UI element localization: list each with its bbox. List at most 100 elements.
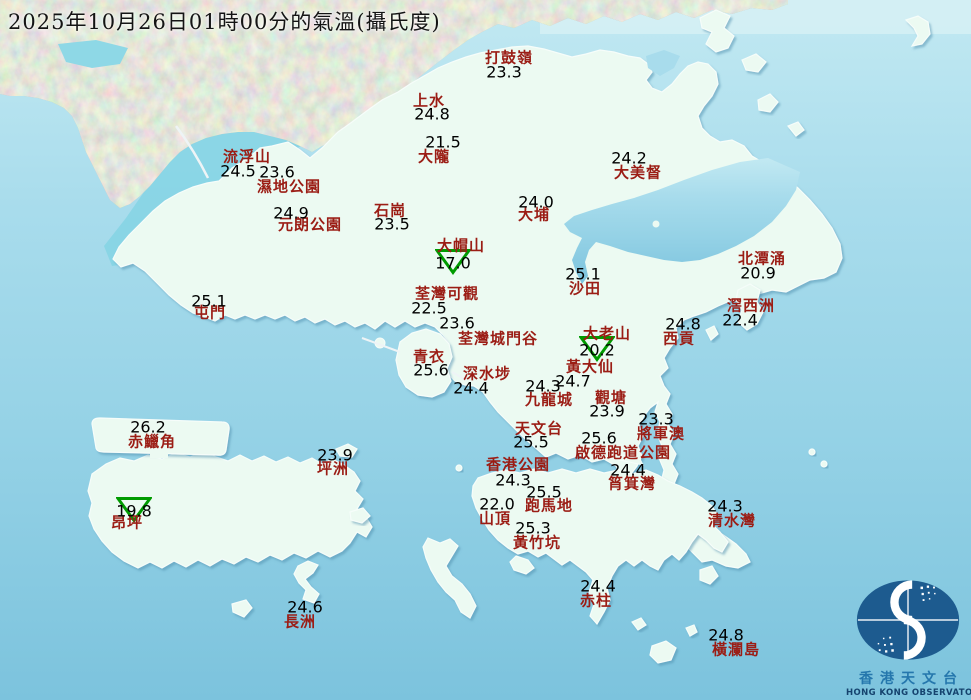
tolo-harbour-islet bbox=[652, 220, 660, 228]
station-temperature: 23.3 bbox=[638, 409, 674, 429]
station-temperature: 23.6 bbox=[439, 313, 475, 333]
station-name: 元朗公園 bbox=[277, 215, 343, 234]
tolo-harbour-water bbox=[564, 158, 800, 284]
station-name: 大隴 bbox=[417, 147, 451, 166]
station-name: 清水灣 bbox=[707, 511, 757, 530]
hko-logo-emblem bbox=[856, 580, 960, 660]
station-temperature: 25.5 bbox=[526, 482, 562, 502]
station-temperature: 24.2 bbox=[611, 148, 647, 168]
sharp-island bbox=[705, 325, 719, 341]
station-name: 啟德跑道公園 bbox=[574, 443, 672, 462]
station-temperature: 25.5 bbox=[513, 432, 549, 452]
station-name: 大美督 bbox=[613, 163, 663, 182]
falling-temperature-marker bbox=[434, 247, 472, 280]
station-name: 沙田 bbox=[568, 279, 602, 298]
starling-inlet-water bbox=[646, 50, 680, 76]
tsing-yi-island bbox=[395, 328, 453, 398]
station-name: 大帽山 bbox=[436, 236, 486, 255]
station-temperature: 24.8 bbox=[665, 314, 701, 334]
hko-logo-chinese-name: 香港天文台 bbox=[859, 671, 964, 687]
station-temperature: 26.2 bbox=[130, 417, 166, 437]
station-temperature: 24.3 bbox=[707, 496, 743, 516]
station-temperature: 24.7 bbox=[555, 371, 591, 391]
station-temperature: 25.6 bbox=[413, 360, 449, 380]
kat-o-island bbox=[699, 9, 735, 53]
station-temperature: 24.9 bbox=[273, 203, 309, 223]
ninepin-islet-b bbox=[820, 460, 828, 468]
station-name: 屯門 bbox=[193, 303, 227, 322]
po-toi-island bbox=[649, 640, 677, 664]
station-name: 大老山 bbox=[582, 324, 632, 343]
falling-temperature-marker bbox=[115, 495, 153, 528]
station-name: 滘西洲 bbox=[726, 296, 776, 315]
hko-logo: 香港天文台 HONG KONG OBSERVATORY bbox=[846, 572, 971, 698]
falling-temperature-marker bbox=[578, 334, 616, 367]
station-name: 赤鱲角 bbox=[127, 432, 177, 451]
station-temperature: 25.1 bbox=[191, 291, 227, 311]
lantau-island bbox=[87, 450, 373, 569]
halftone-dots-lower bbox=[877, 636, 894, 653]
station-name: 大埔 bbox=[517, 205, 551, 224]
shenzhen-bay-bridge bbox=[174, 125, 210, 179]
airport-island bbox=[91, 417, 230, 456]
ap-chau-island bbox=[741, 53, 767, 73]
station-temperature: 25.1 bbox=[565, 264, 601, 284]
station-name: 流浮山 bbox=[222, 147, 272, 166]
peng-chau-island bbox=[335, 443, 358, 458]
station-name: 山頂 bbox=[478, 509, 512, 528]
station-name: 黃竹坑 bbox=[512, 533, 562, 552]
station-temperature: 24.4 bbox=[610, 460, 646, 480]
station-temperature: 22.4 bbox=[722, 310, 758, 330]
outlying-islands bbox=[231, 9, 931, 664]
station-name: 觀塘 bbox=[594, 388, 628, 407]
station-name: 九龍城 bbox=[524, 390, 574, 409]
station-temperature: 22.5 bbox=[411, 298, 447, 318]
ap-lei-chau-island bbox=[509, 555, 535, 575]
station-name: 荃灣城門谷 bbox=[457, 329, 539, 348]
station-temperature: 24.5 bbox=[220, 161, 256, 181]
hei-ling-chau-island bbox=[349, 507, 371, 524]
station-name: 橫瀾島 bbox=[711, 640, 761, 659]
tap-mun-island bbox=[757, 93, 779, 113]
tsing-ma-bridge bbox=[361, 337, 467, 381]
station-name: 打鼓嶺 bbox=[484, 48, 534, 67]
station-name: 坪洲 bbox=[316, 459, 350, 478]
station-temperature: 24.8 bbox=[708, 625, 744, 645]
station-temperature: 23.5 bbox=[374, 214, 410, 234]
station-name: 荃灣可觀 bbox=[414, 284, 480, 303]
station-temperature: 24.4 bbox=[580, 576, 616, 596]
station-temperature: 24.4 bbox=[453, 378, 489, 398]
station-name: 香港公園 bbox=[485, 455, 551, 474]
tung-lung-chau-island bbox=[699, 565, 719, 585]
shenzhen-inner-bay bbox=[58, 40, 128, 68]
mainland-satellite-area bbox=[0, 0, 788, 208]
green-island bbox=[455, 464, 463, 472]
station-temperature: 23.9 bbox=[589, 401, 625, 421]
hong-kong-island bbox=[471, 468, 729, 626]
shek-kwu-chau-island bbox=[231, 599, 253, 618]
airport-isthmus bbox=[150, 448, 168, 458]
kau-sai-chau-island bbox=[735, 283, 764, 331]
mirs-bay-crescent-island bbox=[904, 15, 931, 47]
station-temperature: 25.6 bbox=[581, 428, 617, 448]
station-name: 石崗 bbox=[373, 201, 407, 220]
station-temperature: 24.6 bbox=[287, 597, 323, 617]
lamma-island bbox=[422, 537, 477, 619]
station-name: 跑馬地 bbox=[524, 496, 574, 515]
station-name: 濕地公園 bbox=[256, 177, 322, 196]
station-temperature: 24.3 bbox=[525, 376, 561, 396]
station-temperature: 17.0 bbox=[435, 253, 471, 273]
station-temperature: 23.9 bbox=[317, 445, 353, 465]
cheung-chau-island bbox=[293, 560, 320, 604]
hko-logo-english-name: HONG KONG OBSERVATORY bbox=[846, 688, 971, 698]
station-name: 黃大仙 bbox=[565, 357, 615, 376]
station-name: 北潭涌 bbox=[737, 249, 787, 268]
port-island bbox=[787, 121, 805, 137]
station-name: 上水 bbox=[412, 91, 446, 110]
waglan-island bbox=[685, 624, 698, 637]
station-name: 天文台 bbox=[514, 419, 564, 438]
station-temperature: 24.8 bbox=[414, 104, 450, 124]
